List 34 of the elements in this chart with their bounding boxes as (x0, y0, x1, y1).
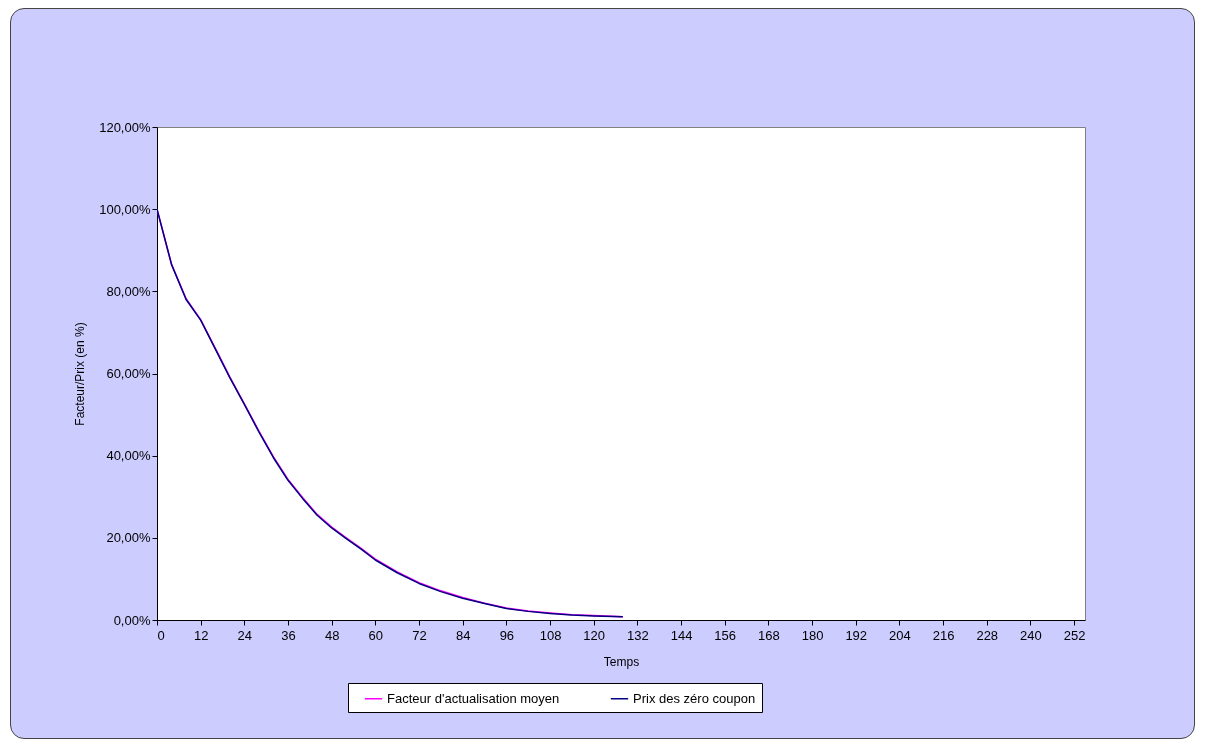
x-tick-label: 228 (976, 627, 999, 643)
x-tick-label: 72 (412, 627, 427, 643)
y-tick-label: 120,00% (99, 119, 151, 135)
x-tick-label: 252 (1063, 627, 1086, 643)
x-tick-label: 216 (932, 627, 955, 643)
x-tick-label: 48 (324, 627, 340, 643)
x-tick-label: 192 (845, 627, 868, 643)
x-tick-label: 24 (237, 627, 253, 643)
x-tick-label: 132 (627, 627, 649, 643)
y-tick-label: 100,00% (99, 201, 151, 217)
x-tick-label: 144 (670, 627, 693, 643)
x-tick-label: 156 (714, 627, 737, 643)
x-tick-label: 120 (583, 627, 606, 643)
line-series (157, 208, 624, 618)
x-axis-title: Temps (603, 654, 640, 669)
x-tick-label: 36 (281, 627, 296, 643)
y-tick-label: 0,00% (113, 612, 151, 628)
x-tick-label: 12 (193, 627, 209, 643)
x-tick-label: 60 (368, 627, 384, 643)
x-tick-label: 108 (539, 627, 562, 643)
x-tick-label: 84 (455, 627, 471, 643)
y-tick-label: 80,00% (106, 283, 151, 299)
x-tick-label: 204 (889, 627, 911, 643)
y-tick-label: 60,00% (106, 366, 151, 381)
y-axis-title: Facteur/Prix (en %) (73, 322, 88, 426)
x-tick-label: 96 (499, 627, 515, 643)
y-tick-label: 20,00% (106, 530, 151, 546)
x-tick-label: 240 (1020, 627, 1042, 643)
x-tick-label: 168 (758, 627, 780, 643)
x-tick-label: 180 (801, 627, 824, 643)
legend-label: Prix des zéro coupon (633, 690, 756, 706)
x-tick-label: 0 (157, 627, 165, 643)
y-tick-label: 40,00% (106, 448, 151, 464)
legend-label: Facteur d'actualisation moyen (387, 690, 560, 706)
